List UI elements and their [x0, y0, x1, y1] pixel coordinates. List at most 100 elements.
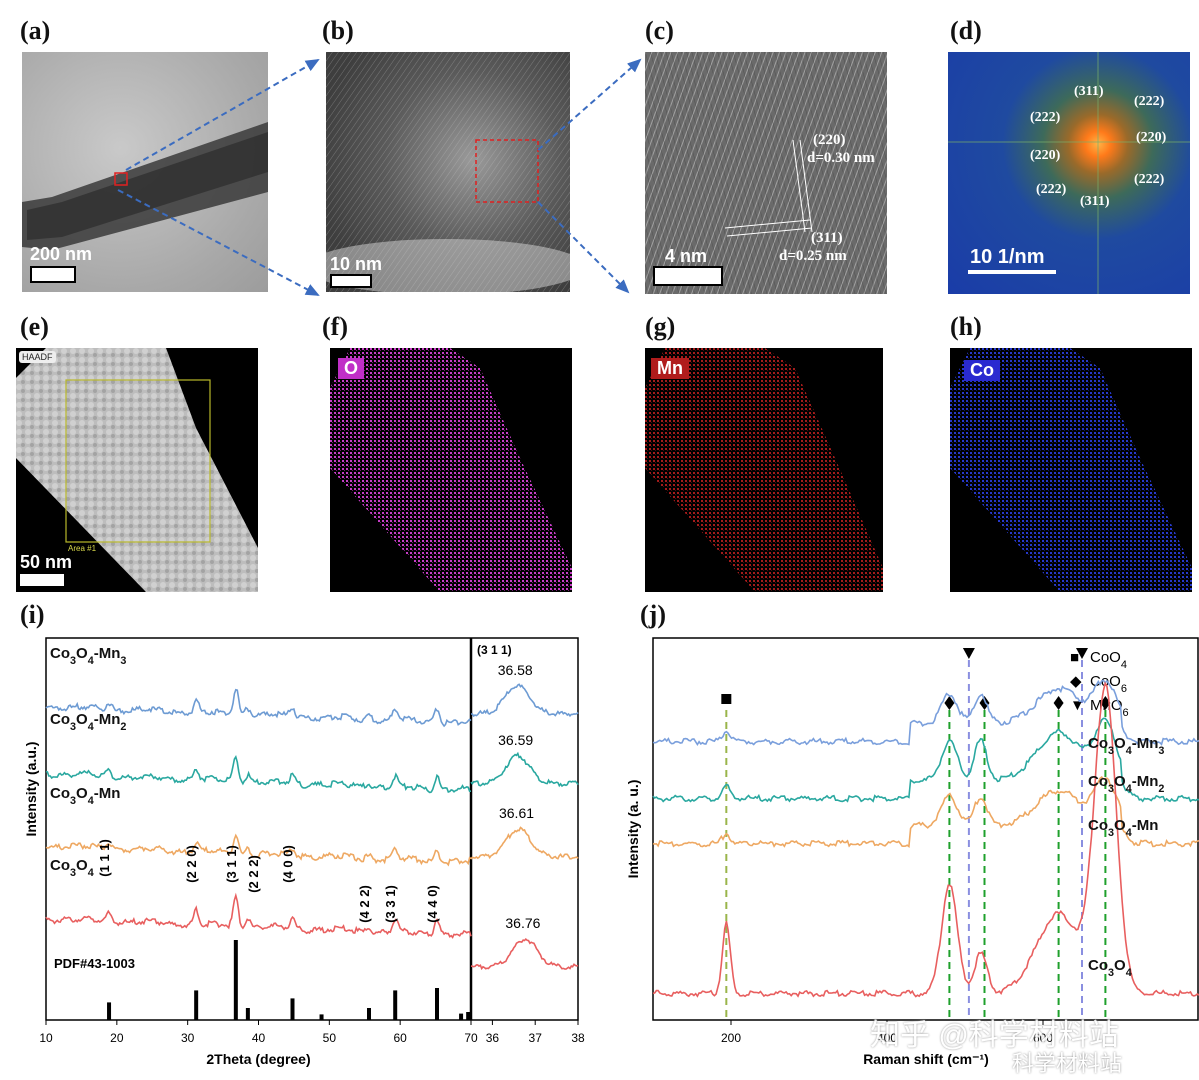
reference-stick: [245, 1008, 250, 1020]
raman-frame: [652, 637, 1199, 1021]
coo6-marker: [979, 696, 990, 710]
inset-tick-label: 36: [486, 1031, 500, 1045]
xrd-series-line: [45, 688, 472, 728]
coo6-legend-symbol: ◆: [1070, 673, 1082, 690]
raman-xlabel: Raman shift (cm⁻¹): [863, 1051, 989, 1067]
fft-spot-311-top: (311): [1074, 84, 1104, 99]
xrd-series-label: Co3O4-Mn: [50, 785, 120, 807]
raman-series-line: [652, 681, 1199, 998]
raman-series-label: Co3O4-Mn2: [1088, 773, 1164, 795]
xrd-xlabel: 2Theta (degree): [206, 1051, 310, 1067]
eds-map-co: Co: [950, 348, 1192, 592]
fft-spot-222-lr: (222): [1134, 172, 1165, 187]
watermark-weibo: 科学材料站: [1012, 1051, 1123, 1076]
hkl-label: (4 0 0): [281, 845, 296, 883]
reference-stick: [367, 1008, 371, 1020]
raman-legend-label: MnO6: [1090, 697, 1129, 719]
mno6-marker: [962, 648, 975, 659]
reference-stick: [194, 990, 199, 1020]
hkl-label: (1 1 1): [97, 839, 112, 877]
hkl-label: (4 4 0): [425, 885, 440, 923]
fft-spot-222-ul: (222): [1030, 110, 1061, 125]
xrd-ylabel: Intensity (a.u.): [23, 742, 39, 837]
inset-title: (3 1 1): [477, 643, 512, 657]
xrd-series-label: Co3O4: [50, 857, 94, 879]
panel-label-j: (j): [640, 600, 666, 629]
reference-stick: [107, 1002, 112, 1020]
scale-bar-b: [330, 274, 372, 288]
inset-peak-label: 36.59: [498, 732, 533, 748]
panel-label-e: (e): [20, 312, 49, 341]
element-tag-o: O: [338, 358, 365, 379]
inset-series-line: [470, 937, 579, 971]
coo6-marker: [1053, 696, 1064, 710]
xrd-tick-label: 40: [252, 1031, 266, 1045]
panel-label-b: (b): [322, 16, 354, 45]
hkl-label: (4 2 2): [357, 885, 372, 923]
inset-series-line: [470, 751, 579, 788]
reference-stick: [290, 998, 295, 1020]
scale-label-e: 50 nm: [20, 552, 73, 572]
inset-tick-label: 37: [529, 1031, 543, 1045]
inset-series-line: [471, 683, 579, 718]
fringe-hkl-311: (311): [811, 230, 843, 246]
xrd-tick-label: 20: [110, 1031, 124, 1045]
eds-map-o: O: [330, 348, 572, 592]
hkl-label: (2 2 2): [246, 855, 261, 893]
haadf-rod: [16, 348, 258, 592]
xrd-series-line: [45, 833, 472, 867]
coo6-marker: [1100, 696, 1111, 710]
xrd-frame: [45, 637, 579, 1021]
reference-stick: [459, 1013, 464, 1020]
scale-bar-a: [30, 266, 76, 283]
raman-series-line: [652, 679, 1199, 747]
fft-spot-222-ll: (222): [1036, 182, 1067, 197]
haadf-image-e: HAADF Area #1 50 nm: [16, 348, 258, 592]
xrd-series-line: [45, 754, 471, 794]
element-tag-co: Co: [964, 360, 1000, 381]
reference-stick: [393, 990, 398, 1020]
xrd-tick-label: 70: [464, 1031, 478, 1045]
mno6-marker: [1076, 648, 1088, 659]
haadf-badge: HAADF: [19, 351, 56, 363]
fft-spot-220-left: (220): [1030, 148, 1061, 163]
eds-co-distribution: [950, 348, 1192, 592]
reference-label: PDF#43-1003: [54, 956, 135, 971]
scale-bar-e: [20, 574, 64, 586]
tem-image-b: 10 nm: [326, 52, 570, 292]
fft-spot-222-ur: (222): [1134, 94, 1165, 109]
raman-series-label: Co3O4-Mn: [1088, 817, 1158, 839]
scale-bar-d: [968, 270, 1056, 274]
tem-image-c: (220) d=0.30 nm (311) d=0.25 nm 4 nm: [645, 52, 887, 294]
xrd-series-label: Co3O4-Mn2: [50, 711, 126, 733]
raman-tick-label: 600: [1033, 1031, 1053, 1045]
reference-stick: [319, 1014, 324, 1020]
watermark-zhihu: 知乎 @科学材料站: [870, 1019, 1119, 1052]
coo6-marker: [944, 696, 955, 710]
fft-axes: [948, 52, 1190, 294]
tem-image-a: 200 nm: [22, 52, 268, 292]
xrd-series-label: Co3O4-Mn3: [50, 645, 126, 667]
panel-label-h: (h): [950, 312, 982, 341]
reference-stick: [466, 1012, 471, 1020]
fft-spot-311-bottom: (311): [1080, 194, 1110, 209]
fringe-d-025: d=0.25 nm: [779, 248, 847, 264]
fringe-d-030: d=0.30 nm: [807, 150, 875, 166]
hkl-label: (3 1 1): [224, 845, 239, 883]
panel-label-g: (g): [645, 312, 676, 341]
raman-series-label: Co3O4: [1088, 957, 1132, 979]
reference-stick: [233, 940, 238, 1020]
eds-map-mn: Mn: [645, 348, 883, 592]
raman-tick-label: 400: [877, 1031, 897, 1045]
panel-label-f: (f): [322, 312, 348, 341]
scale-label-d: 10 1/nm: [970, 246, 1045, 268]
panel-label-a: (a): [20, 16, 51, 45]
eds-o-distribution: [330, 348, 572, 592]
eds-mn-distribution: [645, 348, 883, 592]
inset-tick-label: 38: [571, 1031, 585, 1045]
nanorod-shape: [22, 122, 268, 250]
raman-legend-label: CoO4: [1090, 649, 1127, 671]
fft-image-d: (311) (222) (222) (220) (220) (222) (222…: [948, 52, 1190, 294]
panel-label-d: (d): [950, 16, 982, 45]
element-tag-mn: Mn: [651, 358, 689, 379]
